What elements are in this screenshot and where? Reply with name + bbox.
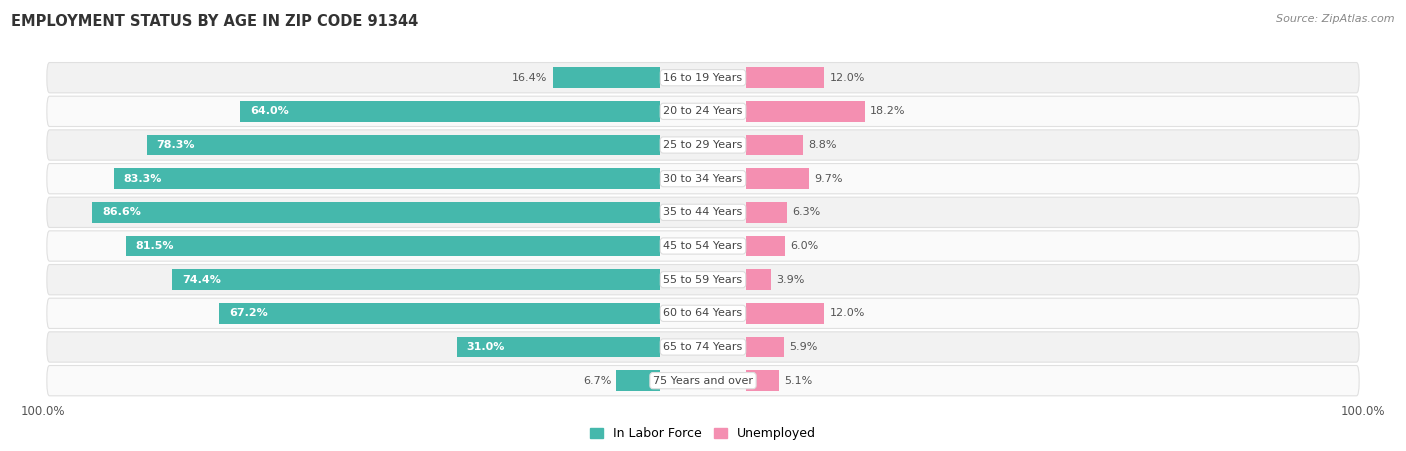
Bar (745, 303, 824, 324)
FancyBboxPatch shape (46, 197, 1360, 227)
Text: 67.2%: 67.2% (229, 308, 269, 318)
Text: 12.0%: 12.0% (830, 73, 865, 83)
Text: 100.0%: 100.0% (1341, 405, 1385, 418)
Legend: In Labor Force, Unemployed: In Labor Force, Unemployed (585, 423, 821, 446)
Text: 45 to 54 Years: 45 to 54 Years (664, 241, 742, 251)
Bar (219, 303, 661, 324)
Text: 31.0%: 31.0% (467, 342, 505, 352)
Bar (745, 336, 785, 358)
Text: 35 to 44 Years: 35 to 44 Years (664, 207, 742, 217)
FancyBboxPatch shape (46, 130, 1360, 160)
Text: 9.7%: 9.7% (814, 174, 844, 184)
FancyBboxPatch shape (46, 298, 1360, 328)
Bar (745, 202, 787, 223)
FancyBboxPatch shape (46, 164, 1360, 194)
Text: 3.9%: 3.9% (776, 275, 804, 285)
FancyBboxPatch shape (46, 265, 1360, 295)
Text: 16.4%: 16.4% (512, 73, 547, 83)
Bar (553, 67, 661, 88)
Bar (172, 269, 661, 290)
Bar (745, 168, 810, 189)
Text: 65 to 74 Years: 65 to 74 Years (664, 342, 742, 352)
Text: 20 to 24 Years: 20 to 24 Years (664, 106, 742, 116)
Text: 12.0%: 12.0% (830, 308, 865, 318)
Text: 6.7%: 6.7% (582, 376, 612, 386)
Text: 64.0%: 64.0% (250, 106, 290, 116)
Bar (745, 235, 785, 257)
Text: 83.3%: 83.3% (124, 174, 162, 184)
Text: 30 to 34 Years: 30 to 34 Years (664, 174, 742, 184)
Bar (745, 269, 772, 290)
Text: 78.3%: 78.3% (156, 140, 195, 150)
Text: 25 to 29 Years: 25 to 29 Years (664, 140, 742, 150)
Bar (616, 370, 661, 391)
Text: 5.1%: 5.1% (785, 376, 813, 386)
Text: 60 to 64 Years: 60 to 64 Years (664, 308, 742, 318)
Bar (745, 67, 824, 88)
Text: 81.5%: 81.5% (135, 241, 174, 251)
Text: 74.4%: 74.4% (181, 275, 221, 285)
Text: 6.0%: 6.0% (790, 241, 818, 251)
Bar (125, 235, 661, 257)
Text: 55 to 59 Years: 55 to 59 Years (664, 275, 742, 285)
Text: 8.8%: 8.8% (808, 140, 837, 150)
Text: 86.6%: 86.6% (103, 207, 141, 217)
Bar (146, 134, 661, 156)
Text: 5.9%: 5.9% (790, 342, 818, 352)
Bar (745, 101, 865, 122)
Text: 100.0%: 100.0% (21, 405, 65, 418)
FancyBboxPatch shape (46, 63, 1360, 93)
Bar (114, 168, 661, 189)
FancyBboxPatch shape (46, 365, 1360, 396)
Text: Source: ZipAtlas.com: Source: ZipAtlas.com (1277, 14, 1395, 23)
FancyBboxPatch shape (46, 231, 1360, 261)
Bar (93, 202, 661, 223)
Text: EMPLOYMENT STATUS BY AGE IN ZIP CODE 91344: EMPLOYMENT STATUS BY AGE IN ZIP CODE 913… (11, 14, 419, 28)
FancyBboxPatch shape (46, 332, 1360, 362)
Text: 18.2%: 18.2% (870, 106, 905, 116)
Bar (745, 370, 779, 391)
Text: 75 Years and over: 75 Years and over (652, 376, 754, 386)
Bar (240, 101, 661, 122)
FancyBboxPatch shape (46, 96, 1360, 126)
Bar (745, 134, 803, 156)
Text: 6.3%: 6.3% (792, 207, 821, 217)
Bar (457, 336, 661, 358)
Text: 16 to 19 Years: 16 to 19 Years (664, 73, 742, 83)
